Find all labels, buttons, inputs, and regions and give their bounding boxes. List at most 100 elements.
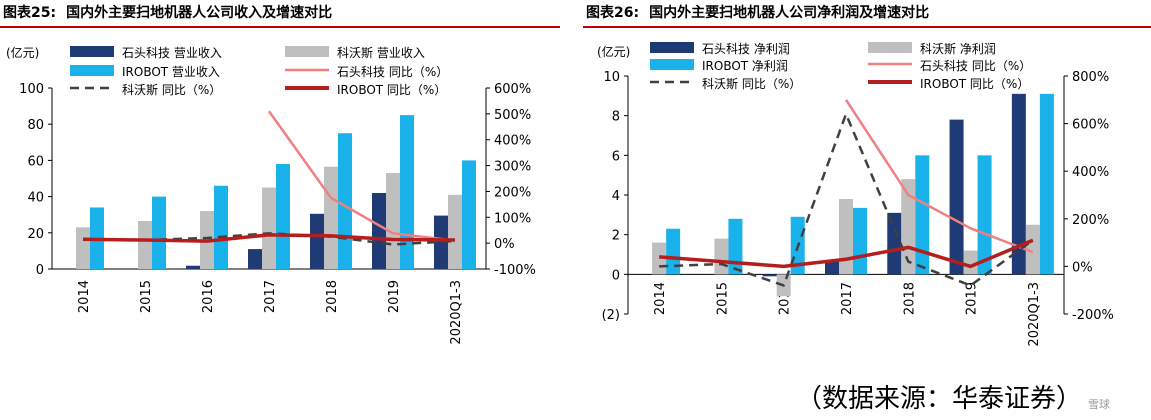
chart2-bar-series1: [714, 238, 729, 275]
chart2-title: 图表26: 国内外主要扫地机器人公司净利润及增速对比: [586, 2, 929, 22]
chart1-bar-series0: [372, 192, 386, 269]
chart2-xtick-label: 2017: [840, 282, 855, 315]
chart2-xtick-label: 2018: [902, 282, 917, 315]
chart1-legend-label: 科沃斯 营业收入: [337, 46, 425, 60]
chart1-legend-label: IROBOT 营业收入: [122, 65, 220, 79]
chart1-title: 图表25: 国内外主要扫地机器人公司收入及增速对比: [3, 2, 332, 22]
chart1-y2tick-label: 600%: [494, 82, 531, 97]
chart2-line-series0: [844, 99, 1034, 254]
chart2-fig-label: 图表26:: [586, 5, 640, 21]
chart2-y2tick-label: 600%: [1072, 118, 1109, 133]
chart2-ytick-label: 2: [612, 229, 620, 244]
chart1-xtick-label: 2020Q1-3: [449, 280, 464, 345]
chart1-ytick-label: 20: [27, 227, 44, 242]
chart2-ytick-label: 8: [612, 110, 620, 125]
chart2-xtick-label: 2014: [653, 282, 668, 315]
chart2-y2tick-label: 400%: [1072, 165, 1109, 180]
chart2-bar-series1: [1025, 224, 1040, 275]
chart2-bar-series0: [1011, 93, 1026, 275]
chart1-bar-series2: [214, 185, 228, 269]
chart1-ytick-label: 40: [27, 191, 44, 206]
chart1-legend-label: IROBOT 同比（%）: [337, 83, 446, 97]
chart2-bar-series2: [1039, 93, 1054, 275]
chart1-bar-series2: [152, 196, 166, 269]
chart2-bar-series0: [762, 274, 777, 277]
chart1-line-series2: [82, 233, 456, 243]
chart2-xtick-label: 2020Q1-3: [1027, 282, 1042, 347]
chart1-ytick-label: 60: [27, 154, 44, 169]
chart2-bar-series0: [887, 212, 902, 275]
chart2-y2tick-label: 0%: [1072, 260, 1093, 275]
chart1-y2tick-label: 400%: [494, 134, 531, 149]
chart2-title-text: 国内外主要扫地机器人公司净利润及增速对比: [649, 5, 930, 21]
chart2-legend-label: 科沃斯 同比（%）: [702, 77, 801, 91]
chart2-title-rule: [583, 26, 1151, 28]
chart1-bar-series0: [310, 213, 324, 269]
chart1-y2tick-label: 100%: [494, 211, 531, 226]
chart2-legend-swatch: [650, 42, 694, 53]
chart1-y2tick-label: 0%: [494, 237, 515, 252]
chart2-bar-series1: [901, 179, 916, 275]
chart1-unit-label: (亿元): [6, 45, 39, 60]
chart1-xtick-label: 2019: [387, 280, 402, 313]
chart2-bar-series2: [853, 207, 867, 275]
chart1-y2tick-label: 300%: [494, 160, 531, 175]
chart2-bar-series2: [666, 228, 681, 275]
chart1-ytick-label: 80: [27, 118, 44, 133]
chart2-y2tick-label: 200%: [1072, 213, 1109, 228]
chart1-bar-series2: [276, 164, 290, 269]
chart2-bar-series2: [915, 155, 930, 275]
chart2-bar-series1: [839, 198, 853, 275]
chart2-unit-label: (亿元): [597, 44, 630, 59]
chart1-xtick-label: 2017: [263, 280, 278, 313]
chart2-line-series2: [659, 238, 1034, 269]
source-note: （数据来源：华泰证券）: [796, 384, 1083, 414]
chart1-legend-label: 石头科技 同比（%）: [337, 65, 448, 79]
chart1-legend-swatch: [70, 46, 114, 57]
chart2-legend-label: 石头科技 同比（%）: [920, 59, 1031, 73]
chart1-bar-series1: [448, 194, 462, 269]
chart1-title-text: 国内外主要扫地机器人公司收入及增速对比: [66, 5, 333, 21]
chart2-legend-label: 科沃斯 净利润: [920, 42, 996, 56]
chart1-xtick-label: 2016: [201, 280, 216, 313]
chart2-ytick-label: 4: [612, 189, 620, 204]
chart1-svg: (亿元) 0 20 40 60 80 100 -100% 0% 100% 200% 300% 400% 5…: [6, 45, 536, 345]
chart1-bar-series2: [462, 160, 476, 269]
chart2-legend-label: IROBOT 净利润: [702, 59, 788, 73]
chart2-bar-series0: [949, 119, 964, 275]
chart1-ytick-label: 100: [19, 82, 44, 97]
chart2-bar-series2: [977, 155, 992, 275]
chart2-bar-series2: [728, 218, 743, 275]
chart1-legend-label: 石头科技 营业收入: [122, 46, 222, 60]
chart1-xtick-label: 2015: [139, 280, 154, 313]
chart1-y2tick-label: -100%: [494, 263, 536, 278]
chart2-ytick-label: 6: [612, 149, 620, 164]
chart1-y2tick-label: 500%: [494, 108, 531, 123]
chart2-legend-swatch: [868, 42, 912, 53]
chart2-y2tick-label: -200%: [1072, 308, 1114, 323]
chart1-line-series0: [267, 110, 456, 242]
chart1-xtick-label: 2014: [77, 280, 92, 313]
chart1-bar-series0: [248, 249, 262, 269]
chart1-bar-series0: [186, 265, 200, 269]
chart1-y2tick-label: 200%: [494, 185, 531, 200]
chart2-legend-label: IROBOT 同比（%）: [920, 77, 1029, 91]
watermark: 雪球: [1088, 398, 1110, 411]
chart1-bar-series2: [400, 115, 414, 270]
chart1-bar-series1: [262, 187, 276, 269]
chart2-xtick-label: 2019: [965, 282, 980, 315]
chart1-xtick-label: 2018: [325, 280, 340, 313]
chart1-title-rule: [0, 26, 560, 28]
chart2-legend-swatch: [650, 59, 694, 70]
chart1-fig-label: 图表25:: [3, 5, 57, 21]
chart2-ytick-label: (2): [602, 308, 620, 323]
chart2-bar-series0: [825, 260, 839, 275]
chart1-legend-swatch: [70, 65, 114, 76]
chart1-bar-series1: [138, 221, 152, 269]
chart2-bar-series1: [963, 250, 978, 275]
chart1-legend-swatch: [285, 46, 329, 57]
chart2-legend-label: 石头科技 净利润: [702, 42, 790, 56]
chart1-bar-series0: [434, 215, 448, 269]
chart2-line-series1: [659, 112, 1034, 287]
